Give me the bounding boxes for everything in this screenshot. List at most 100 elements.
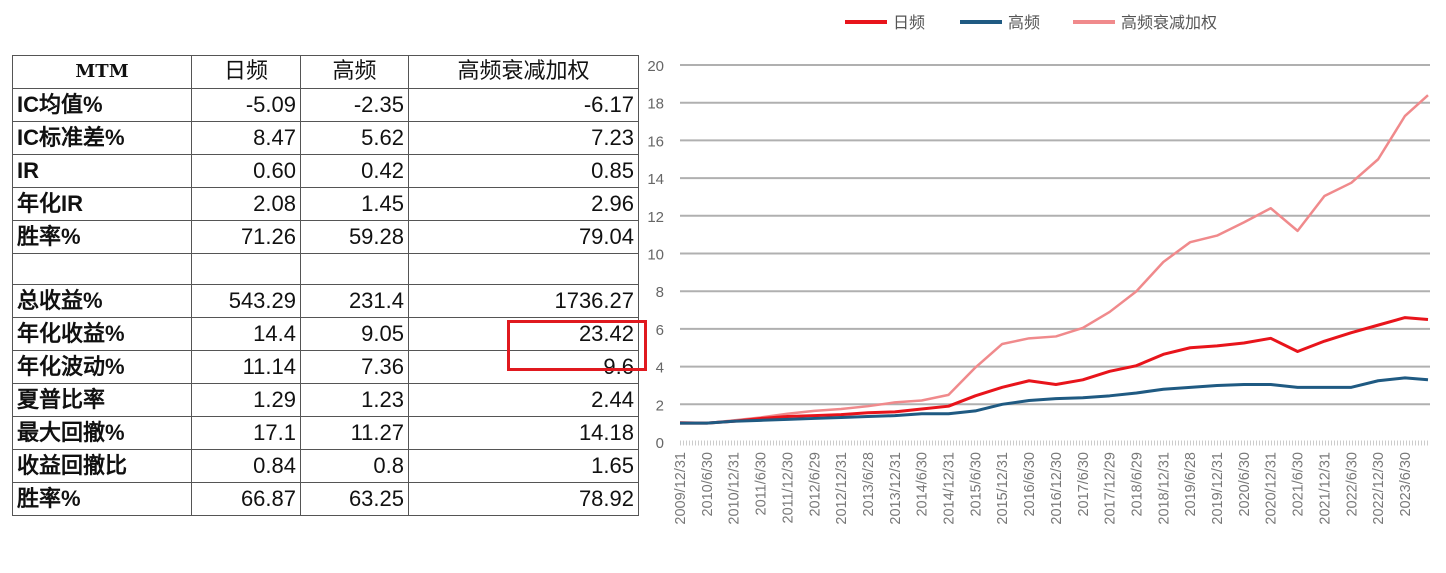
y-tick-label: 20 <box>647 58 664 75</box>
x-tick-label: 2011/12/30 <box>780 452 796 524</box>
row-label: 收益回撤比 <box>12 449 192 483</box>
cell-value: 543.29 <box>191 284 301 318</box>
cell-value: -6.17 <box>408 88 639 122</box>
x-tick-label: 2014/6/30 <box>915 452 931 517</box>
x-tick-label: 2022/6/30 <box>1344 452 1360 517</box>
cell-value: 231.4 <box>300 284 409 318</box>
table-row: 年化IR 2.08 1.45 2.96 <box>12 187 639 221</box>
cell-value: 71.26 <box>191 220 301 254</box>
x-tick-label: 2017/6/30 <box>1076 452 1092 517</box>
cell-value: 2.08 <box>191 187 301 221</box>
x-tick-label: 2021/12/31 <box>1317 452 1333 525</box>
y-tick-label: 16 <box>647 133 664 150</box>
y-tick-label: 0 <box>656 435 664 452</box>
cell-value: 78.92 <box>408 482 639 516</box>
table-row: 年化收益% 14.4 9.05 23.42 <box>12 317 639 351</box>
row-label: IC标准差% <box>12 121 192 155</box>
row-label: 年化波动% <box>12 350 192 384</box>
cell-value: 59.28 <box>300 220 409 254</box>
y-tick-label: 6 <box>656 322 664 339</box>
cell-value: 7.23 <box>408 121 639 155</box>
x-tick-label: 2009/12/31 <box>673 452 689 525</box>
x-tick-label: 2012/6/29 <box>807 452 823 517</box>
legend-label: 日频 <box>893 13 925 32</box>
x-tick-label: 2021/6/30 <box>1291 452 1307 517</box>
cell-value: 66.87 <box>191 482 301 516</box>
x-tick-label: 2010/6/30 <box>700 452 716 517</box>
x-tick-label: 2014/12/31 <box>942 452 958 525</box>
table-row: 夏普比率 1.29 1.23 2.44 <box>12 383 639 417</box>
x-tick-label: 2023/6/30 <box>1398 452 1414 517</box>
x-tick-label: 2022/12/30 <box>1371 452 1387 525</box>
table-row: 胜率% 66.87 63.25 78.92 <box>12 482 639 516</box>
table-row: 年化波动% 11.14 7.36 9.6 <box>12 350 639 384</box>
row-label: 夏普比率 <box>12 383 192 417</box>
table-body: IC均值% -5.09 -2.35 -6.17 IC标准差% 8.47 5.62 7.23 IR… <box>12 88 639 516</box>
y-tick-label: 14 <box>647 171 664 188</box>
x-tick-label: 2017/12/29 <box>1103 452 1119 525</box>
x-tick-label: 2013/12/31 <box>888 452 904 525</box>
x-tick-label: 2012/12/31 <box>834 452 850 525</box>
table-row: IC标准差% 8.47 5.62 7.23 <box>12 121 639 155</box>
cell-value: -5.09 <box>191 88 301 122</box>
y-tick-label: 18 <box>647 96 664 113</box>
cell-value: 11.27 <box>300 416 409 450</box>
x-tick-label: 2011/6/30 <box>754 452 770 515</box>
x-tick-label: 2018/6/29 <box>1129 452 1145 517</box>
series-line-2 <box>679 94 1429 425</box>
y-tick-label: 10 <box>647 247 664 264</box>
x-tick-label: 2015/12/31 <box>995 452 1011 525</box>
cell-value: 8.47 <box>191 121 301 155</box>
cell-value: 1.65 <box>408 449 639 483</box>
cell-value: 17.1 <box>191 416 301 450</box>
x-tick-label: 2019/12/31 <box>1210 452 1226 525</box>
row-label: 总收益% <box>12 284 192 318</box>
legend-label: 高频衰减加权 <box>1121 13 1217 32</box>
cell-value: 7.36 <box>300 350 409 384</box>
row-label: 年化IR <box>12 187 192 221</box>
column-header: 日频 <box>191 55 301 89</box>
x-tick-label: 2015/6/30 <box>968 452 984 517</box>
cell-value: 2.44 <box>408 383 639 417</box>
table-header-row: MTM 日频 高频 高频衰减加权 <box>12 55 639 89</box>
cell-value: 5.62 <box>300 121 409 155</box>
cell-value: 11.14 <box>191 350 301 384</box>
series-line-1 <box>680 376 1429 425</box>
table-row: 最大回撤% 17.1 11.27 14.18 <box>12 416 639 450</box>
row-label: 最大回撤% <box>12 416 192 450</box>
x-tick-label: 2020/6/30 <box>1237 452 1253 517</box>
series-line-0 <box>680 316 1429 425</box>
x-tick-label: 2013/6/28 <box>861 452 877 517</box>
x-tick-label: 2018/12/31 <box>1156 452 1172 525</box>
cell-value: -2.35 <box>300 88 409 122</box>
cell-value <box>408 253 639 285</box>
y-tick-label: 2 <box>656 397 664 414</box>
cell-value: 79.04 <box>408 220 639 254</box>
metrics-table: MTM 日频 高频 高频衰减加权 IC均值% -5.09 -2.35 -6.17 IC标准差%… <box>12 55 639 516</box>
cell-value: 14.18 <box>408 416 639 450</box>
x-tick-label: 2019/6/28 <box>1183 452 1199 517</box>
x-tick-label: 2016/6/30 <box>1022 452 1038 517</box>
cell-value: 9.05 <box>300 317 409 351</box>
legend-label: 高频 <box>1008 13 1040 32</box>
cell-value: 1.23 <box>300 383 409 417</box>
table-row <box>12 253 639 285</box>
y-tick-label: 4 <box>656 360 664 377</box>
x-tick-label: 2010/12/31 <box>727 452 743 525</box>
cell-value: 0.42 <box>300 154 409 188</box>
highlight-box <box>507 320 647 371</box>
cell-value <box>191 253 301 285</box>
cell-value: 1.45 <box>300 187 409 221</box>
y-tick-label: 8 <box>656 284 664 301</box>
row-label: 胜率% <box>12 220 192 254</box>
x-tick-label: 2020/12/31 <box>1264 452 1280 525</box>
cell-value <box>300 253 409 285</box>
cell-value: 2.96 <box>408 187 639 221</box>
cell-value: 14.4 <box>191 317 301 351</box>
table-row: 胜率% 71.26 59.28 79.04 <box>12 220 639 254</box>
x-tick-label: 2016/12/30 <box>1049 452 1065 525</box>
cell-value: 1.29 <box>191 383 301 417</box>
cell-value: 0.84 <box>191 449 301 483</box>
row-label: 胜率% <box>12 482 192 516</box>
